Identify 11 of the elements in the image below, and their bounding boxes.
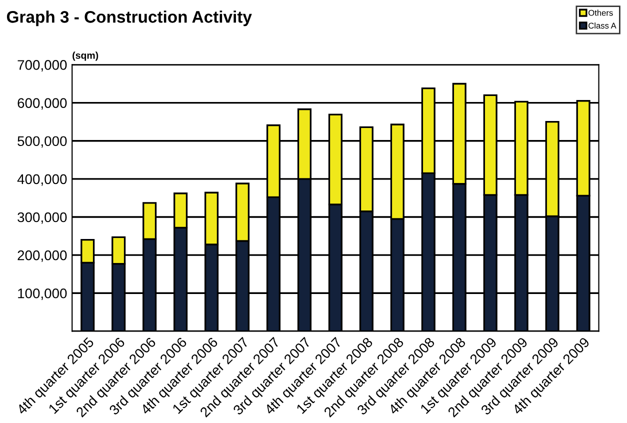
legend-label: Class A — [588, 22, 616, 29]
y-tick-label: 600,000 — [18, 98, 67, 110]
y-tick-label: 100,000 — [18, 288, 67, 300]
y-tick-label: 400,000 — [17, 174, 67, 186]
y-tick-label: 300,000 — [18, 212, 67, 224]
y-tick-label: 500,000 — [18, 136, 67, 148]
y-tick-label: 200,000 — [18, 250, 67, 262]
chart-title: Graph 3 - Construction Activity — [6, 10, 252, 26]
y-tick-label: 700,000 — [18, 60, 67, 72]
y-axis-title: (sqm) — [72, 52, 98, 61]
legend-label: Others — [588, 10, 613, 16]
